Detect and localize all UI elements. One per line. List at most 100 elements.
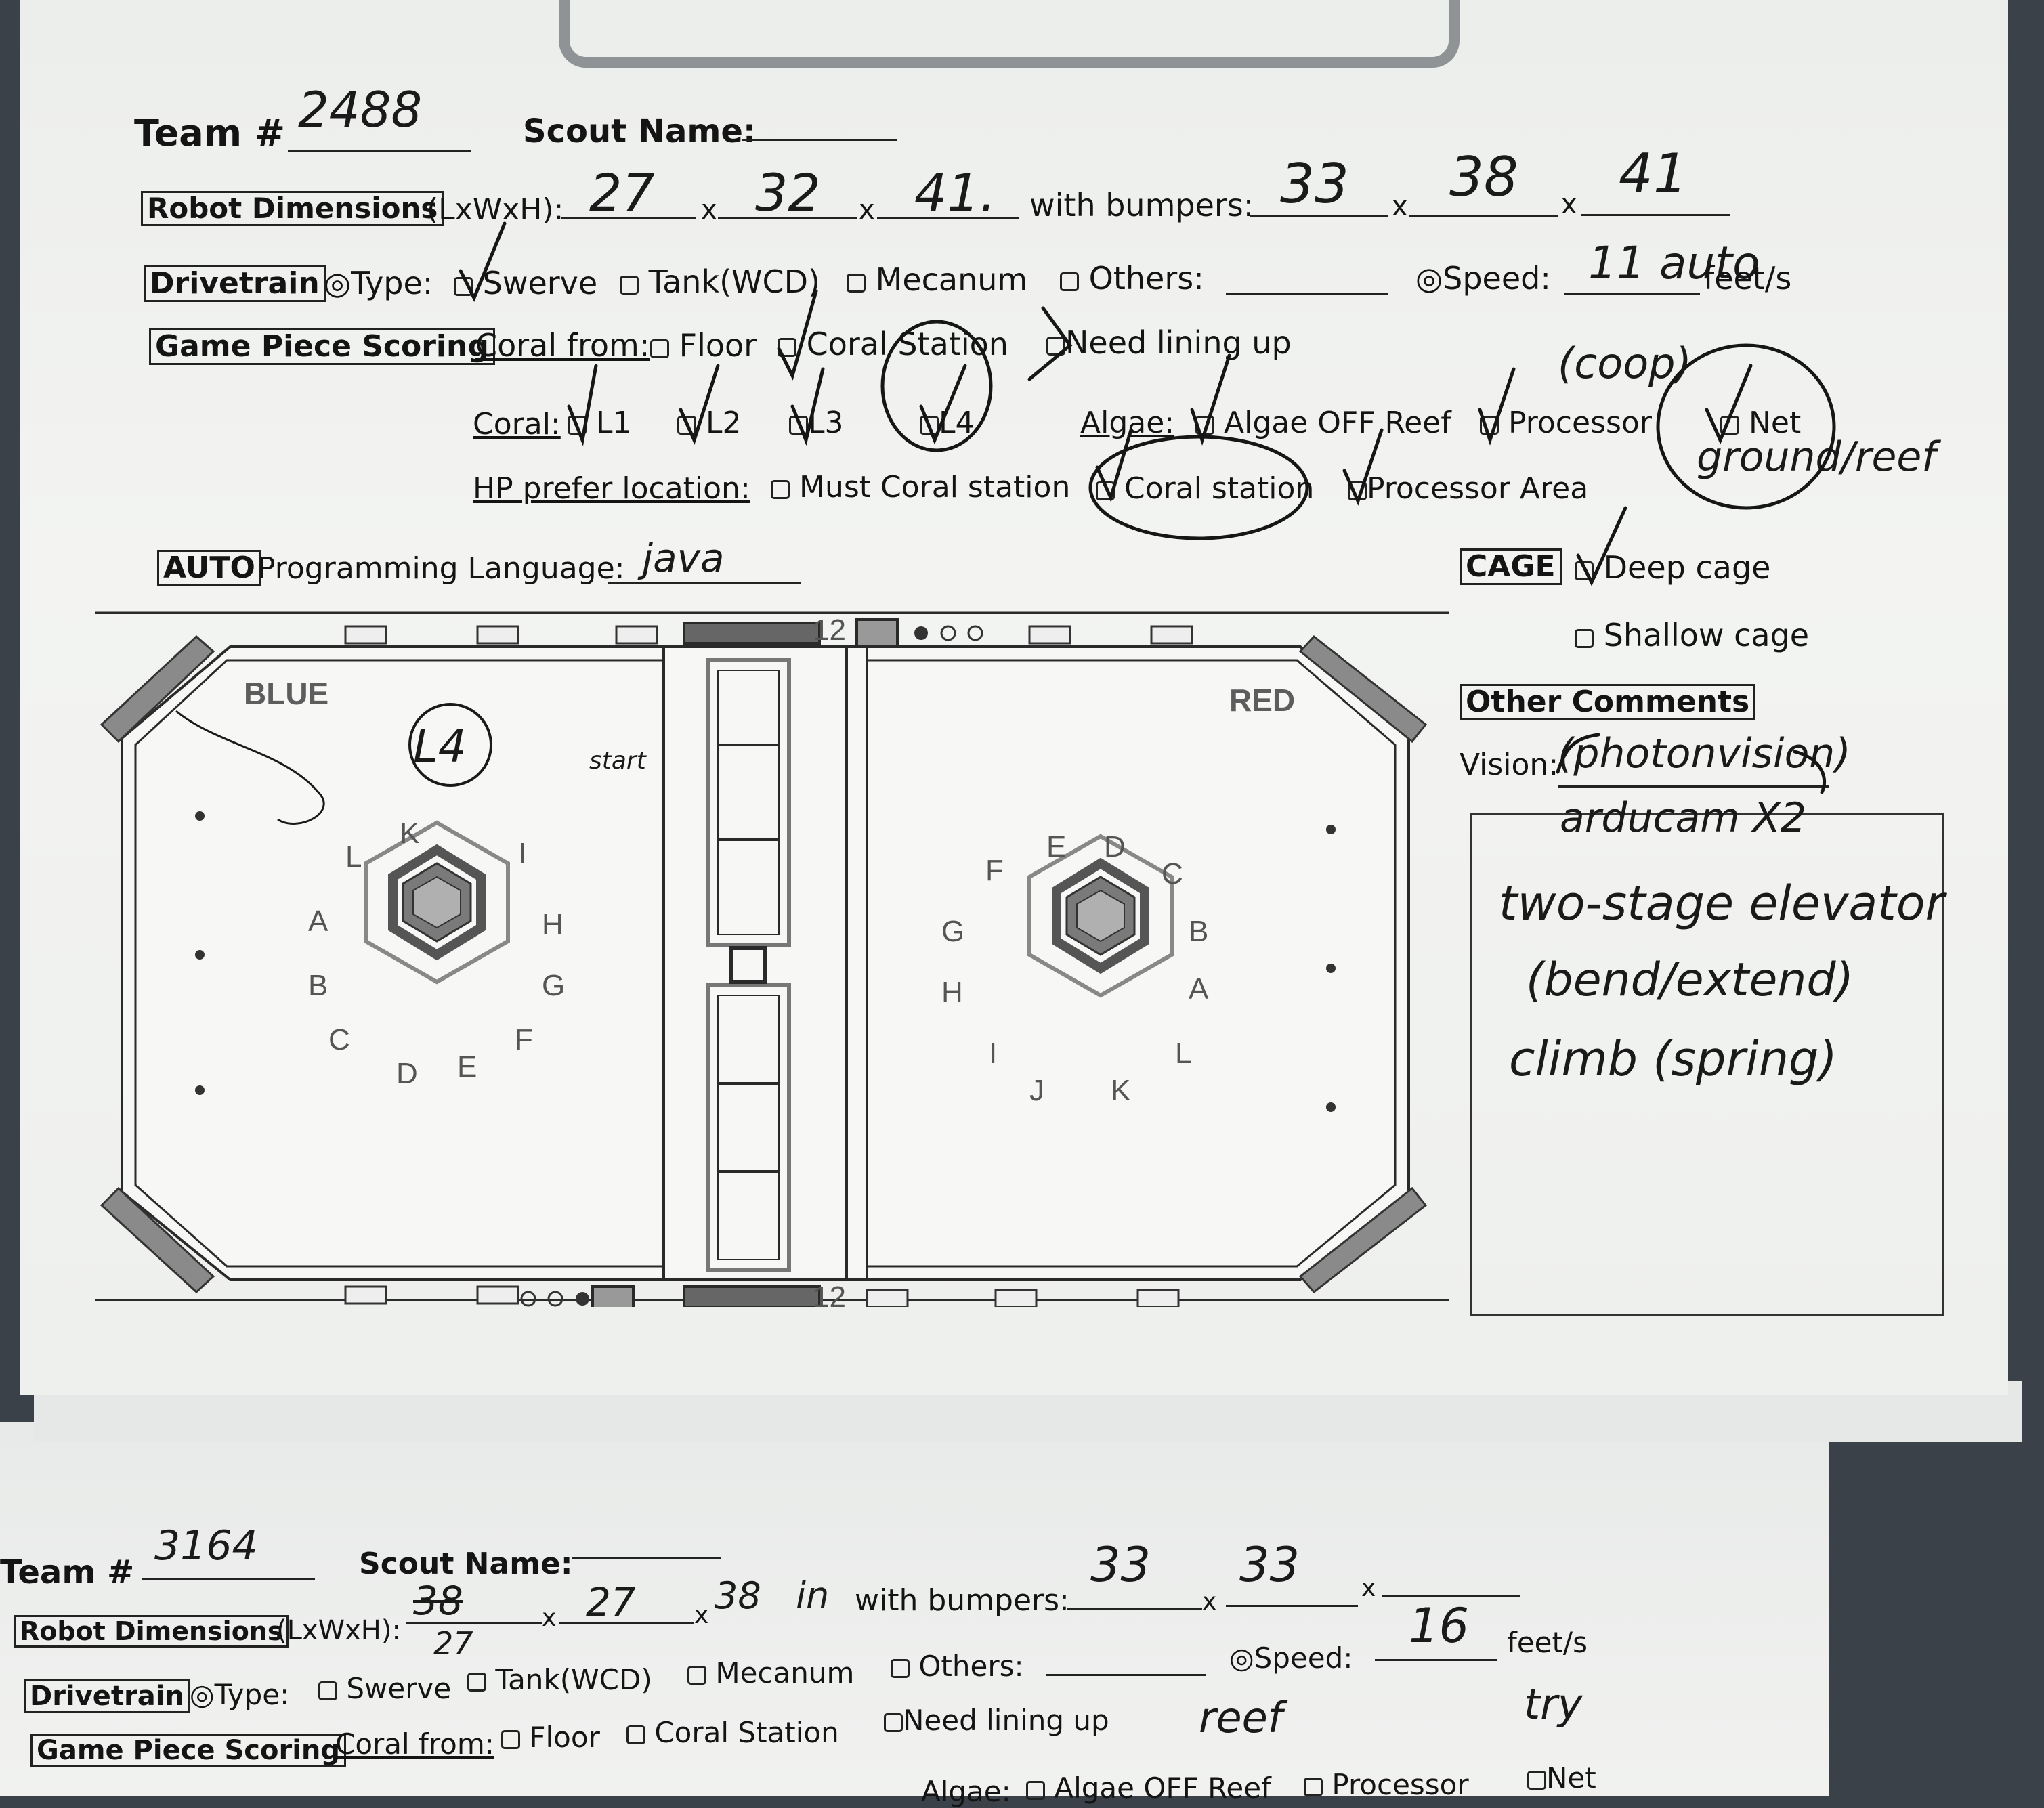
x-sep: x (1361, 1574, 1376, 1602)
opt-mecanum: Mecanum (847, 264, 1027, 295)
checkbox-must-coral[interactable] (771, 480, 790, 499)
opt-net: Net (1527, 1764, 1596, 1792)
bump-h: 41 (1619, 142, 1688, 205)
center-tag: 12 (813, 1280, 846, 1307)
blue-reef (364, 820, 510, 985)
opt-swerve: Swerve (318, 1675, 451, 1703)
dim-l: 27 (589, 163, 655, 223)
team-label: Team # (0, 1553, 135, 1591)
blue-face-c: C (328, 1023, 350, 1056)
speed-value: 16 (1409, 1598, 1470, 1654)
x-sep: x (1392, 191, 1408, 222)
red-label: RED (1229, 683, 1295, 718)
opt-floor: Floor (501, 1723, 600, 1752)
opt-processor: Processor (1304, 1771, 1469, 1799)
checkbox-swerve[interactable] (318, 1681, 337, 1700)
checkbox-processor[interactable] (1304, 1778, 1323, 1796)
comment-line: climb (spring) (1509, 1031, 1837, 1087)
comment-line: arducam X2 (1560, 794, 1807, 842)
game-piece-scoring-label: Game Piece Scoring (149, 328, 495, 365)
x-sep: x (859, 194, 875, 225)
opt-must-coral: Must Coral station (771, 473, 1070, 502)
opt-l1: L1 (568, 408, 632, 438)
x-sep: x (1561, 189, 1577, 220)
dim-h: 38 (715, 1574, 761, 1617)
red-face-l: L (1175, 1037, 1191, 1070)
blue-face-l: L (345, 840, 362, 874)
center-tag: 12 (813, 614, 846, 647)
bump-w: 33 (1239, 1537, 1300, 1593)
blue-label: BLUE (244, 676, 328, 711)
dim-w: 27 (586, 1579, 636, 1625)
opt-l2: L2 (677, 408, 742, 438)
coral-from-label: Coral from: (335, 1727, 494, 1761)
checkbox-need-lining[interactable] (1046, 337, 1065, 356)
checkbox-l4[interactable] (920, 416, 939, 435)
note-reef: reef (1199, 1693, 1283, 1742)
opt-coral-station-hp: Coral station (1096, 474, 1314, 504)
checkbox-mecanum[interactable] (847, 274, 866, 293)
clipboard-clip (559, 0, 1460, 68)
dims-suffix: (LxWxH): (276, 1615, 401, 1646)
robot-dimensions-label: Robot Dimensions (14, 1615, 289, 1648)
coral-label: Coral: (473, 407, 561, 442)
type-label: ◎Type: (324, 265, 433, 301)
speed-value: 11 auto (1588, 237, 1760, 289)
comments-box: arducam X2 two-stage elevator (bend/exte… (1470, 794, 1945, 1316)
checkbox-tank[interactable] (620, 276, 639, 295)
opt-coral-station: Coral Station (626, 1719, 839, 1747)
bump-l: 33 (1280, 152, 1349, 215)
checkbox-floor[interactable] (650, 339, 669, 358)
game-piece-scoring-label: Game Piece Scoring (30, 1734, 347, 1767)
checkbox-mecanum[interactable] (687, 1666, 706, 1685)
note-l4: L4 (413, 720, 467, 773)
checkbox-coral-station[interactable] (626, 1725, 645, 1744)
red-face-a: A (1189, 972, 1209, 1006)
opt-tank: Tank(WCD) (620, 266, 820, 297)
checkbox-tank[interactable] (467, 1673, 486, 1692)
x-sep: x (542, 1604, 557, 1632)
blue-face-a: A (308, 905, 328, 938)
checkbox-l3[interactable] (789, 416, 808, 435)
algae-label: Algae: (1080, 406, 1175, 440)
checkbox-net[interactable] (1527, 1771, 1546, 1790)
comment-line: two-stage elevator (1499, 876, 1945, 931)
checkbox-floor[interactable] (501, 1730, 520, 1749)
checkbox-others[interactable] (1060, 272, 1079, 291)
scout-name-label: Scout Name: (359, 1547, 573, 1581)
checkbox-l2[interactable] (677, 416, 696, 435)
speed-label: ◎Speed: (1415, 260, 1551, 297)
hp-prefer-label: HP prefer location: (473, 471, 750, 506)
note-start: start (589, 747, 647, 775)
speed-label: ◎Speed: (1229, 1641, 1353, 1675)
red-face-e: E (1046, 830, 1066, 863)
drivetrain-label: Drivetrain (144, 265, 326, 302)
checkbox-shallow-cage[interactable] (1575, 629, 1594, 648)
speed-unit: feet/s (1507, 1626, 1588, 1659)
note-try: try (1524, 1679, 1583, 1729)
blue-face-h: H (542, 908, 563, 941)
with-bumpers-label: with bumpers: (1029, 187, 1254, 223)
x-sep: x (1202, 1588, 1217, 1616)
checkbox-deep-cage[interactable] (1575, 561, 1594, 580)
red-face-d: D (1104, 830, 1126, 863)
cage-label: CAGE (1460, 548, 1562, 585)
opt-processor-area: Processor Area (1348, 474, 1588, 504)
opt-others: Others: (1060, 263, 1204, 294)
red-face-k: K (1111, 1074, 1130, 1107)
scout-name-label: Scout Name: (523, 112, 757, 150)
red-face-b: B (1189, 915, 1208, 948)
prog-lang-value: java (642, 535, 725, 581)
checkbox-need-lining[interactable] (884, 1713, 903, 1732)
dim-w: 32 (755, 163, 821, 223)
blue-face-g: G (542, 969, 565, 1002)
opt-mecanum: Mecanum (687, 1659, 854, 1687)
checkbox-others[interactable] (891, 1659, 910, 1678)
x-sep: x (701, 194, 717, 225)
opt-deep-cage: Deep cage (1575, 552, 1770, 583)
red-face-f: F (985, 854, 1004, 887)
dim-h-unit: in (796, 1574, 830, 1617)
bump-w: 38 (1449, 146, 1518, 209)
red-face-j: J (1029, 1074, 1044, 1107)
